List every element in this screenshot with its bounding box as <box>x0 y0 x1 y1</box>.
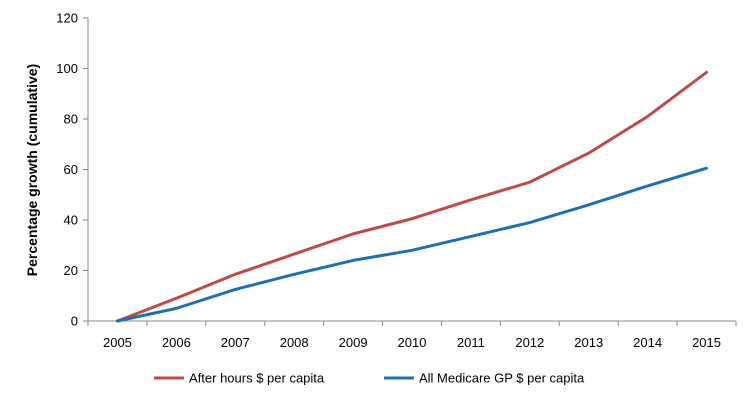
y-tick-label: 20 <box>64 263 78 278</box>
legend-label-2: All Medicare GP $ per capita <box>419 371 585 386</box>
x-tick-label: 2012 <box>515 335 544 350</box>
x-tick-label: 2014 <box>633 335 662 350</box>
x-tick-label: 2015 <box>692 335 721 350</box>
series-line-2 <box>115 166 709 323</box>
y-tick-label: 40 <box>64 213 78 228</box>
x-tick-label: 2005 <box>103 335 132 350</box>
x-axis-ticks: 2005 2006 2007 2008 2009 2010 2011 2012 2013 2014… <box>87 321 737 350</box>
x-tick-label: 2007 <box>221 335 250 350</box>
legend-label-1: After hours $ per capita <box>189 371 325 386</box>
y-tick-label: 0 <box>71 314 78 329</box>
y-tick-label: 80 <box>64 112 78 127</box>
y-tick-label: 60 <box>64 162 78 177</box>
x-tick-label: 2008 <box>280 335 309 350</box>
x-tick-label: 2011 <box>457 335 485 350</box>
x-tick-label: 2010 <box>398 335 427 350</box>
legend: After hours $ per capita All Medicare GP … <box>154 371 585 386</box>
y-axis-title: Percentage growth (cumulative) <box>24 64 40 276</box>
series-lines <box>115 70 709 323</box>
y-tick-label: 100 <box>56 61 78 76</box>
series-line-1 <box>115 70 709 323</box>
x-tick-label: 2009 <box>339 335 368 350</box>
y-axis-ticks: 0 20 40 60 80 100 120 <box>56 11 88 329</box>
x-tick-label: 2006 <box>162 335 191 350</box>
x-tick-label: 2013 <box>574 335 603 350</box>
y-tick-label: 120 <box>56 11 78 26</box>
